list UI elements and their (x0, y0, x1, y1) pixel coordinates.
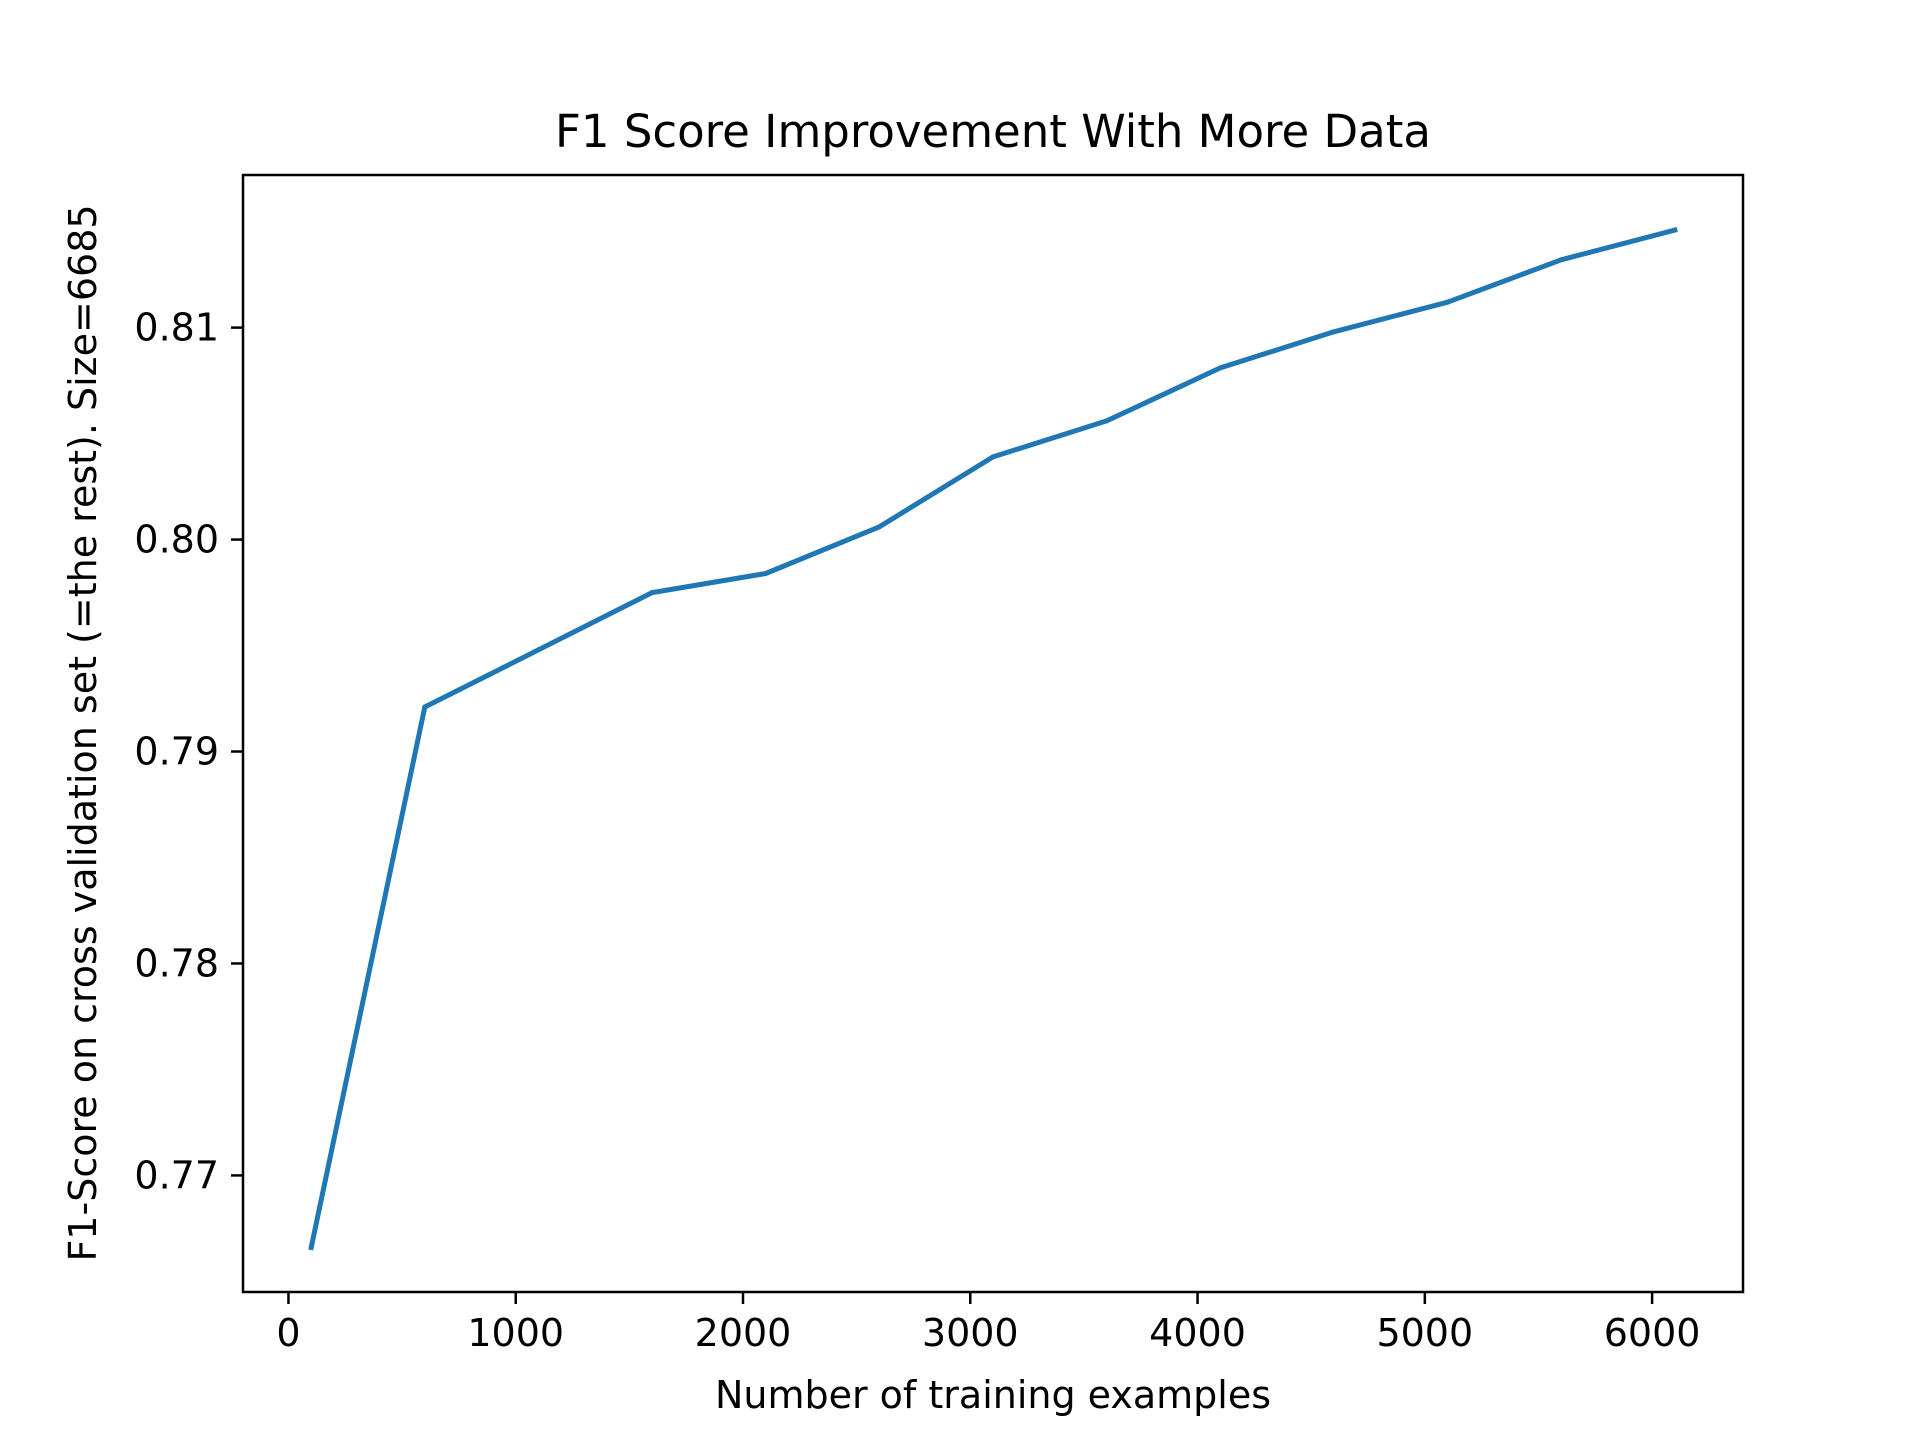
x-tick-label: 6000 (1604, 1311, 1701, 1355)
x-tick-label: 5000 (1376, 1311, 1473, 1355)
data-point (1104, 418, 1110, 424)
data-point (1672, 227, 1678, 233)
x-axis-ticks: 0 1000 2000 3000 4000 5000 6000 (276, 1292, 1700, 1355)
plot-background (243, 175, 1743, 1292)
data-point (763, 570, 769, 576)
plot-frame (241, 173, 1745, 1294)
data-point (535, 647, 541, 653)
data-point (1217, 365, 1223, 371)
x-axis-label: Number of training examples (715, 1373, 1271, 1417)
data-point (876, 524, 882, 530)
data-point (1558, 257, 1564, 263)
y-axis-label: F1-Score on cross validation set (=the r… (61, 204, 105, 1261)
y-tick-label: 0.80 (134, 518, 219, 562)
y-tick-label: 0.79 (134, 730, 219, 774)
y-axis-ticks: 0.77 0.78 0.79 0.80 0.81 (134, 306, 243, 1197)
x-tick-label: 2000 (695, 1311, 792, 1355)
chart-title: F1 Score Improvement With More Data (555, 105, 1431, 158)
x-tick-label: 0 (276, 1311, 300, 1355)
data-point (308, 1244, 314, 1250)
data-point (422, 704, 428, 710)
data-point (1445, 299, 1451, 305)
x-tick-label: 4000 (1149, 1311, 1246, 1355)
series-layer (308, 227, 1678, 1251)
data-point (649, 590, 655, 596)
data-point (1331, 329, 1337, 335)
y-tick-label: 0.81 (134, 306, 219, 350)
data-point (990, 454, 996, 460)
x-tick-label: 1000 (467, 1311, 564, 1355)
y-tick-label: 0.78 (134, 941, 219, 985)
x-tick-label: 3000 (922, 1311, 1019, 1355)
y-tick-label: 0.77 (134, 1153, 219, 1197)
